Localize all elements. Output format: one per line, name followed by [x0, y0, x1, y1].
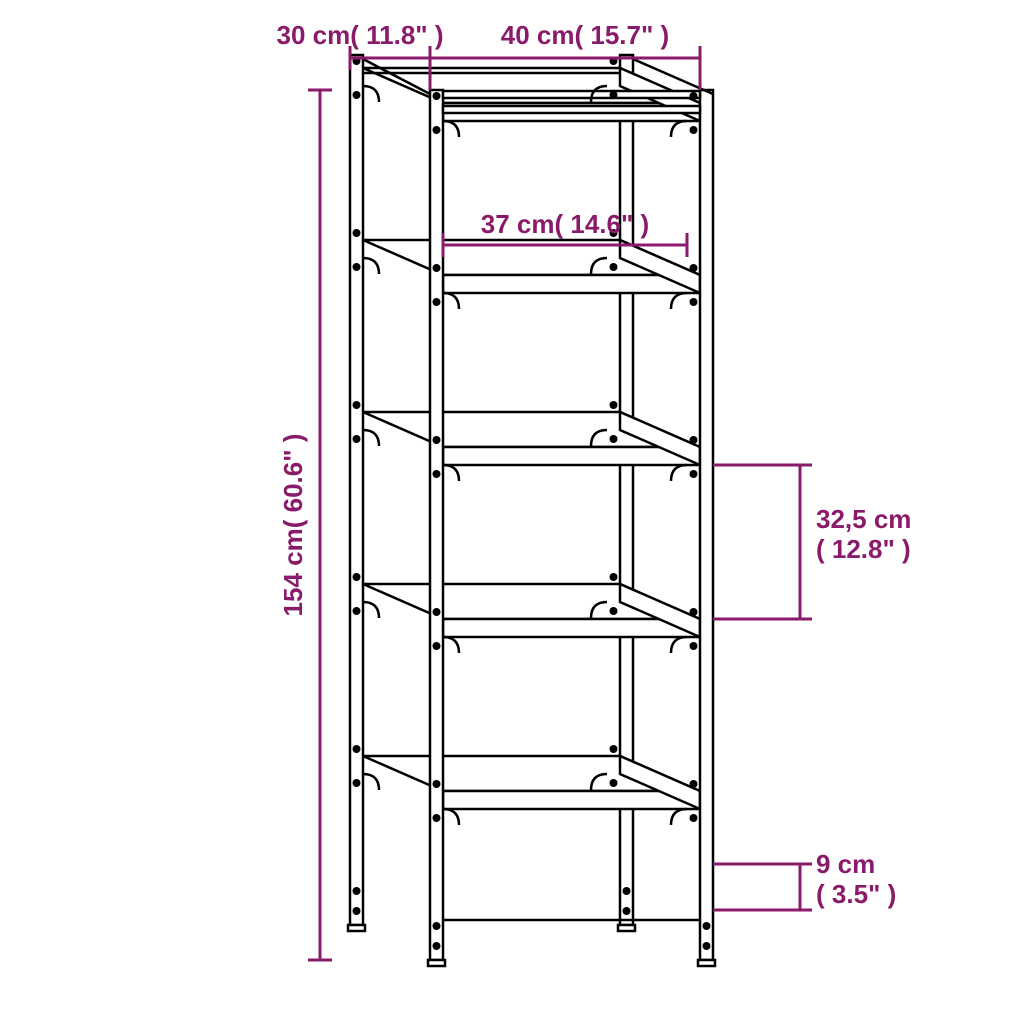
dim-shelfgap-label: 32,5 cm( 12.8" ): [816, 504, 911, 564]
dim-height-label: 154 cm( 60.6" ): [278, 434, 308, 617]
bookshelf-drawing: [348, 55, 715, 966]
dim-foot-label: 9 cm( 3.5" ): [816, 849, 896, 909]
dim-shelfwidth-label: 37 cm( 14.6" ): [481, 209, 649, 239]
dim-depth-label: 30 cm( 11.8" ): [277, 20, 444, 50]
dim-width-label: 40 cm( 15.7" ): [501, 20, 669, 50]
